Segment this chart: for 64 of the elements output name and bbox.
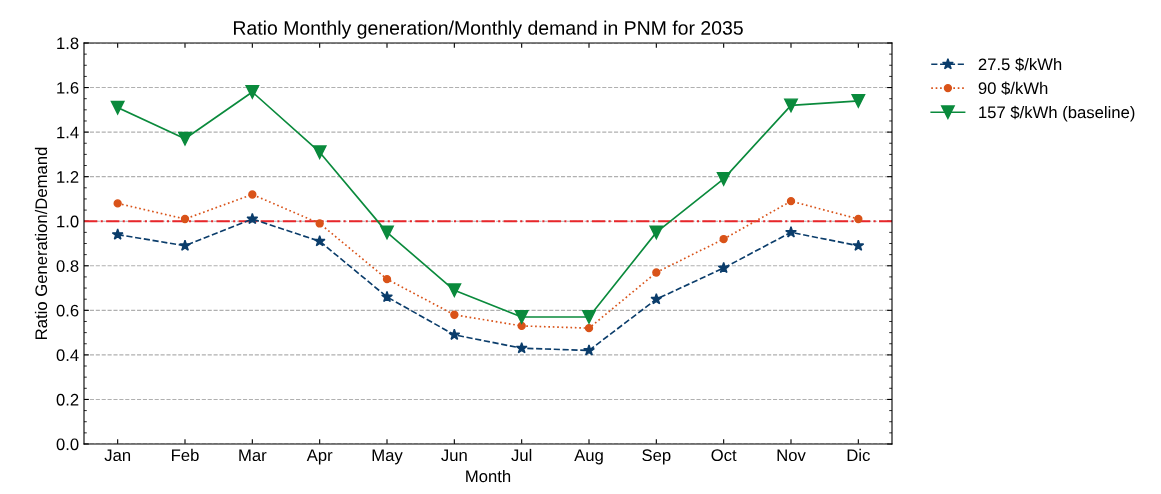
x-tick-label: Jan: [104, 449, 131, 462]
point: [178, 131, 192, 146]
point: [514, 310, 529, 324]
point: [583, 344, 595, 356]
y-tick-label: 0.2: [56, 393, 79, 406]
legend-label: 90 $/kWh: [978, 81, 1048, 96]
point: [245, 85, 260, 99]
point: [448, 328, 461, 341]
point: [515, 341, 528, 354]
chart-title: Ratio Monthly generation/Monthly demand in PNM for 2035: [234, 20, 743, 39]
y-tick-label: 0.8: [56, 260, 79, 272]
y-tick-label: 0.4: [56, 349, 79, 362]
point: [652, 268, 661, 277]
point: [447, 283, 462, 298]
point: [312, 145, 327, 160]
y-tick-label: 0.0: [56, 438, 79, 451]
y-axis-title: Ratio Generation/Demand: [34, 147, 48, 339]
point: [716, 171, 731, 186]
x-tick-label: Jul: [511, 448, 532, 462]
point: [584, 323, 594, 333]
point: [180, 214, 190, 224]
point: [113, 199, 122, 208]
y-tick-label: 0.6: [56, 304, 79, 317]
point: [784, 98, 798, 113]
point: [582, 310, 596, 324]
point: [854, 214, 863, 224]
point: [719, 234, 728, 244]
point: [785, 226, 797, 238]
point: [517, 321, 526, 331]
point: [315, 219, 324, 228]
point: [852, 239, 865, 251]
x-tick-label: Feb: [172, 448, 199, 462]
x-tick-label: Nov: [777, 449, 806, 462]
point: [786, 197, 796, 206]
y-tick-label: 1.4: [57, 126, 79, 139]
point: [111, 228, 124, 240]
point: [179, 239, 191, 251]
point: [717, 261, 730, 274]
point: [380, 225, 394, 240]
point: [851, 93, 866, 108]
point: [650, 292, 663, 305]
point: [381, 290, 393, 303]
x-tick-label: Aug: [574, 449, 603, 465]
point: [450, 310, 459, 319]
y-tick-label: 1.8: [57, 37, 79, 50]
x-tick-label: Jun: [441, 449, 467, 462]
x-tick-label: Dic: [847, 448, 870, 462]
x-tick-label: Apr: [306, 449, 333, 465]
point: [649, 225, 664, 240]
point: [313, 235, 326, 247]
x-tick-label: Mar: [239, 449, 267, 462]
point: [246, 212, 259, 225]
x-tick-label: Oct: [711, 449, 737, 462]
point: [248, 190, 257, 199]
x-tick-label: May: [372, 449, 403, 465]
legend-label: 157 $/kWh (baseline): [979, 105, 1135, 122]
y-tick-label: 1.6: [57, 81, 79, 94]
y-tick-label: 1.2: [57, 171, 79, 183]
point: [110, 100, 125, 115]
x-axis-title: Month: [466, 469, 511, 483]
x-tick-label: Sep: [642, 449, 671, 465]
y-tick-label: 1.0: [57, 215, 79, 228]
point: [382, 274, 392, 284]
legend-label: 27.5 $/kWh: [978, 57, 1062, 72]
